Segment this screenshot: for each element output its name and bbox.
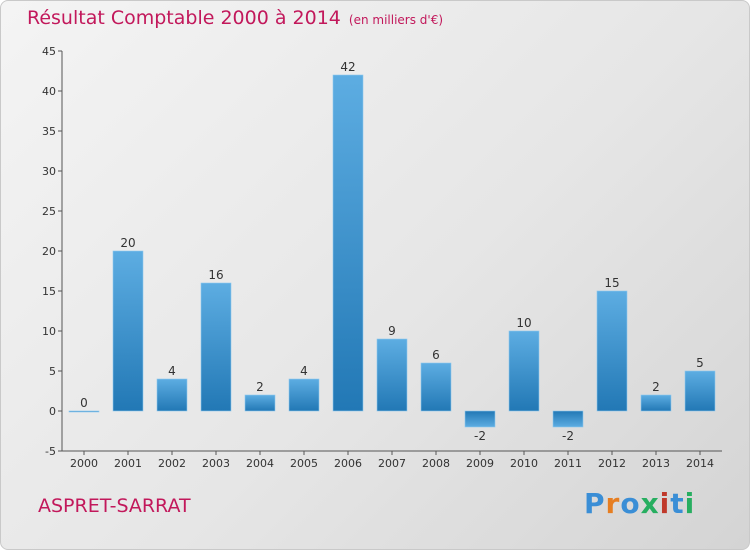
data-label: 2 [652,380,660,394]
chart-subtitle: (en milliers d'€) [348,13,444,27]
bar [640,394,672,412]
y-tick-label: 0 [49,405,56,418]
bar [68,410,100,413]
x-tick-label: 2008 [422,457,450,470]
data-label: 4 [168,364,176,378]
bar [112,250,144,412]
y-tick-label: 20 [42,245,56,258]
y-tick-label: -5 [45,445,56,458]
y-tick-label: 35 [42,125,56,138]
bar [288,378,320,412]
data-label: 2 [256,380,264,394]
data-label: 16 [208,268,223,282]
bar [156,378,188,412]
data-label: 5 [696,356,704,370]
logo-letter: r [605,487,621,520]
bar [684,370,716,412]
data-label: 42 [340,60,355,74]
proxiti-logo: Proxiti [584,487,695,520]
logo-letter: P [584,487,606,520]
logo-letter: t [670,487,685,520]
x-tick-label: 2003 [202,457,230,470]
x-tick-label: 2011 [554,457,582,470]
bar [376,338,408,412]
data-label: 15 [604,276,619,290]
y-tick-label: 40 [42,85,56,98]
x-tick-label: 2001 [114,457,142,470]
x-tick-label: 2002 [158,457,186,470]
x-tick-label: 2000 [70,457,98,470]
chart-title-text: Résultat Comptable 2000 à 2014 [27,7,341,29]
data-label: -2 [562,429,574,443]
x-tick-label: 2012 [598,457,626,470]
chart-title: Résultat Comptable 2000 à 2014 (en millie… [27,7,443,29]
x-tick-label: 2006 [334,457,362,470]
x-tick-label: 2009 [466,457,494,470]
logo-letter: i [659,487,671,520]
y-tick-label: 30 [42,165,56,178]
place-name: ASPRET-SARRAT [38,495,191,517]
data-label: 0 [80,396,88,410]
bar [420,362,452,412]
y-tick-label: 10 [42,325,56,338]
logo-letter: i [684,487,696,520]
y-tick-label: 25 [42,205,56,218]
bar [464,410,496,428]
chart-bars: 0 20 4 16 2 4 42 9 6 -2 10 -2 15 2 5 [68,60,716,443]
bar [200,282,232,412]
logo-letter: x [640,487,660,520]
bar [332,74,364,412]
x-tick-label: 2013 [642,457,670,470]
x-tick-label: 2005 [290,457,318,470]
x-tick-label: 2014 [686,457,714,470]
data-label: 9 [388,324,396,338]
bar [508,330,540,412]
x-tick-label: 2004 [246,457,274,470]
y-tick-label: 45 [42,45,56,58]
bar [244,394,276,412]
data-label: -2 [474,429,486,443]
x-tick-label: 2007 [378,457,406,470]
bar [596,290,628,412]
logo-letter: o [620,487,641,520]
bar [552,410,584,428]
data-label: 10 [516,316,531,330]
data-label: 4 [300,364,308,378]
y-tick-label: 15 [42,285,56,298]
data-label: 6 [432,348,440,362]
data-label: 20 [120,236,135,250]
y-tick-label: 5 [49,365,56,378]
x-tick-label: 2010 [510,457,538,470]
